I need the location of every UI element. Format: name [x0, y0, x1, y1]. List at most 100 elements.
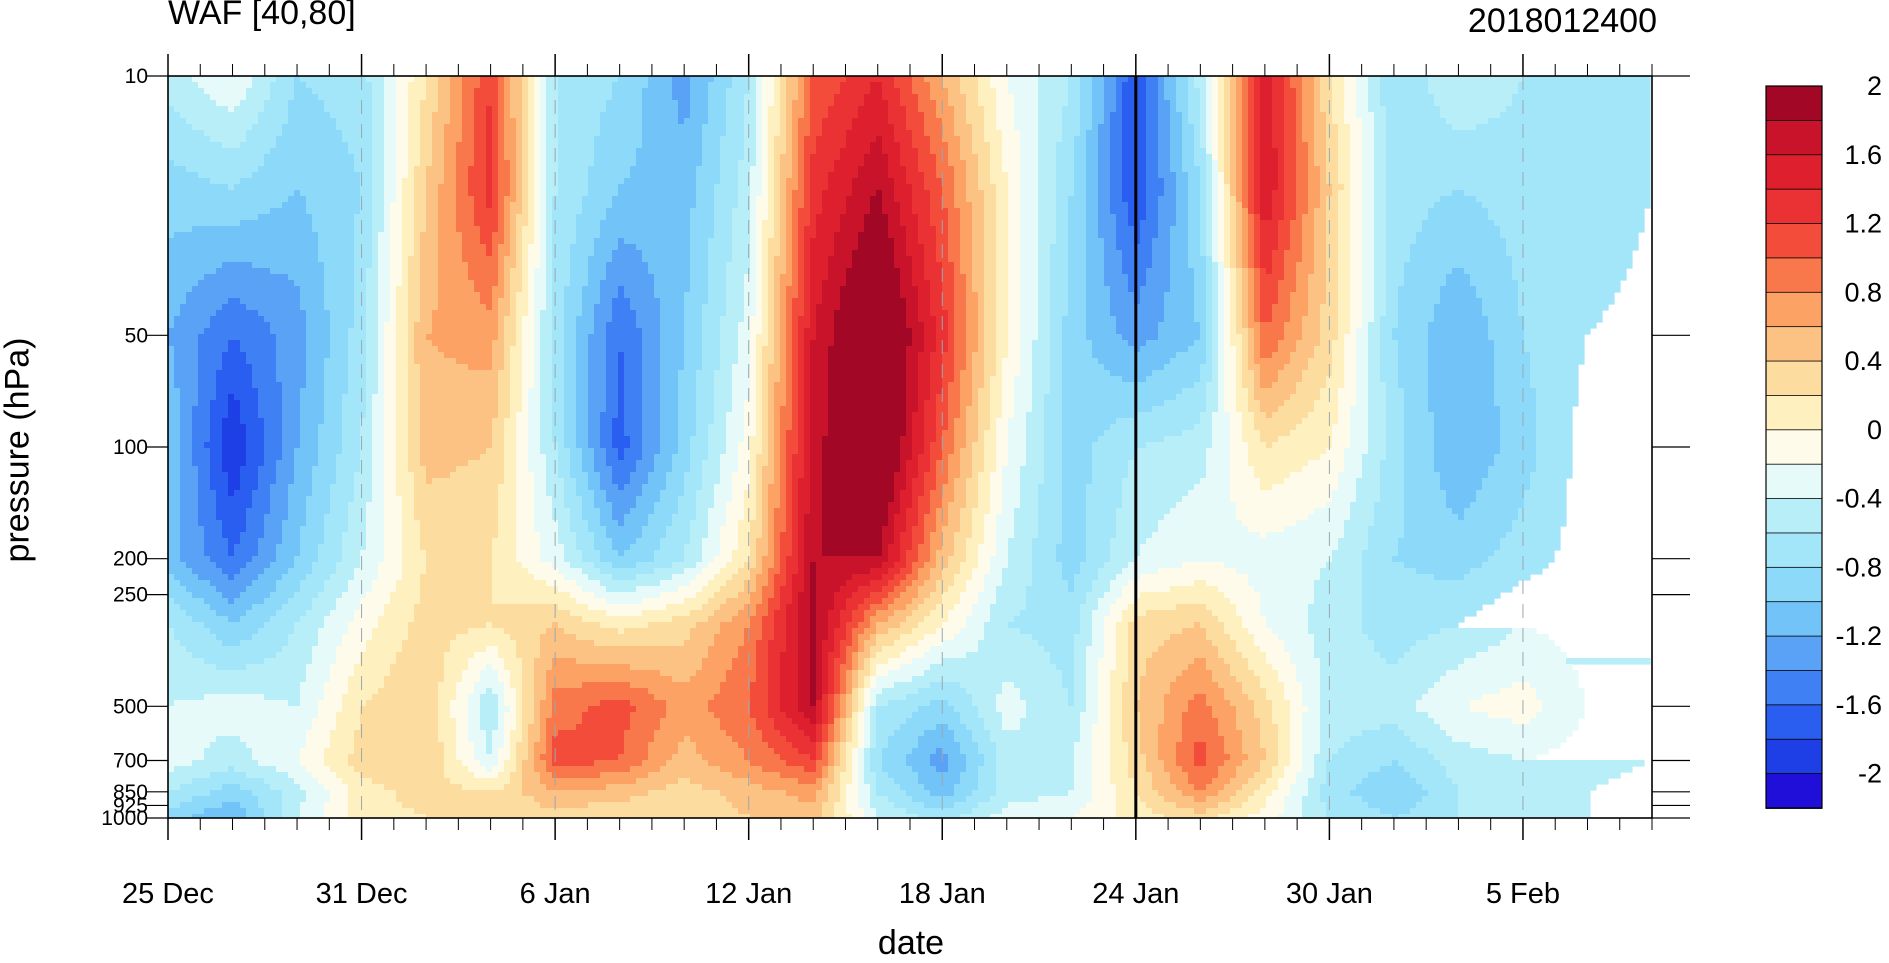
contour-cell [996, 256, 1009, 263]
contour-cell [912, 202, 931, 209]
contour-cell [1110, 142, 1123, 149]
contour-cell [1050, 352, 1063, 359]
contour-cell [804, 196, 811, 203]
contour-cell [1236, 160, 1243, 167]
contour-cell [1020, 358, 1033, 365]
contour-cell [1170, 112, 1183, 119]
contour-cell [1122, 160, 1147, 167]
contour-cell [1272, 106, 1285, 113]
contour-cell [816, 148, 841, 155]
contour-cell [1470, 280, 1519, 287]
contour-cell [1332, 106, 1345, 113]
contour-cell [558, 118, 601, 125]
contour-cell [642, 358, 661, 365]
contour-cell [1386, 220, 1423, 227]
contour-cell [384, 388, 397, 395]
contour-cell [378, 382, 385, 389]
contour-cell [702, 346, 721, 353]
contour-cell [576, 388, 589, 395]
contour-cell [420, 436, 493, 443]
contour-cell [702, 304, 727, 311]
contour-cell [1278, 292, 1291, 299]
contour-cell [396, 82, 409, 89]
contour-cell [1380, 334, 1393, 341]
contour-cell [762, 226, 775, 233]
contour-cell [624, 364, 643, 371]
contour-cell [1218, 364, 1225, 371]
contour-cell [522, 100, 529, 107]
contour-cell [168, 388, 181, 395]
contour-cell [408, 334, 415, 341]
contour-cell [846, 196, 871, 203]
contour-cell [438, 280, 475, 287]
contour-cell [396, 160, 409, 167]
contour-cell [522, 106, 529, 113]
contour-cell [948, 94, 967, 101]
contour-cell [1314, 148, 1327, 155]
contour-cell [966, 406, 979, 413]
contour-cell [474, 142, 487, 149]
contour-cell [930, 286, 943, 293]
contour-cell [1224, 226, 1231, 233]
contour-cell [1200, 370, 1213, 377]
contour-cell [504, 196, 517, 203]
contour-cell [174, 322, 211, 329]
contour-cell [498, 334, 505, 341]
contour-cell [492, 172, 499, 179]
contour-cell [780, 214, 787, 221]
contour-cell [1494, 364, 1531, 371]
contour-cell [324, 388, 349, 395]
contour-cell [684, 298, 709, 305]
contour-cell [180, 304, 223, 311]
contour-cell [780, 364, 787, 371]
contour-cell [354, 316, 367, 323]
contour-cell [834, 310, 907, 317]
contour-cell [372, 160, 385, 167]
contour-cell [930, 94, 949, 101]
contour-cell [1020, 328, 1039, 335]
contour-cell [690, 262, 709, 269]
contour-cell [720, 316, 745, 323]
contour-cell [918, 304, 931, 311]
contour-cell [660, 346, 685, 353]
contour-cell [1272, 76, 1285, 83]
contour-cell [528, 172, 535, 179]
contour-cell [1350, 304, 1363, 311]
contour-cell [1212, 196, 1219, 203]
contour-cell [1344, 94, 1357, 101]
contour-cell [324, 358, 349, 365]
contour-cell [606, 214, 691, 221]
contour-cell [606, 100, 643, 107]
contour-cell [168, 226, 193, 233]
contour-cell [318, 250, 355, 257]
contour-cell [828, 394, 907, 401]
contour-cell [306, 82, 373, 89]
contour-cell [1218, 334, 1225, 341]
contour-cell [1158, 106, 1171, 113]
contour-cell [1260, 136, 1273, 143]
contour-cell [366, 364, 379, 371]
contour-cell [1194, 136, 1201, 143]
contour-cell [984, 226, 997, 233]
contour-cell [438, 232, 463, 239]
contour-cell [1296, 124, 1303, 131]
contour-cell [600, 232, 691, 239]
contour-cell [1242, 226, 1249, 233]
contour-cell [510, 208, 523, 215]
contour-cell [768, 280, 775, 287]
contour-cell [804, 112, 811, 119]
contour-cell [1086, 136, 1099, 143]
contour-cell [1254, 298, 1261, 305]
contour-cell [786, 190, 793, 197]
contour-cell [516, 196, 523, 203]
contour-cell [642, 388, 661, 395]
contour-cell [660, 322, 685, 329]
contour-cell [432, 310, 499, 317]
contour-cell [492, 106, 499, 113]
contour-cell [168, 412, 181, 419]
contour-cell [306, 370, 325, 377]
contour-cell [726, 262, 751, 269]
contour-cell [1290, 394, 1321, 401]
contour-cell [1206, 196, 1213, 203]
contour-cell [1176, 394, 1207, 401]
